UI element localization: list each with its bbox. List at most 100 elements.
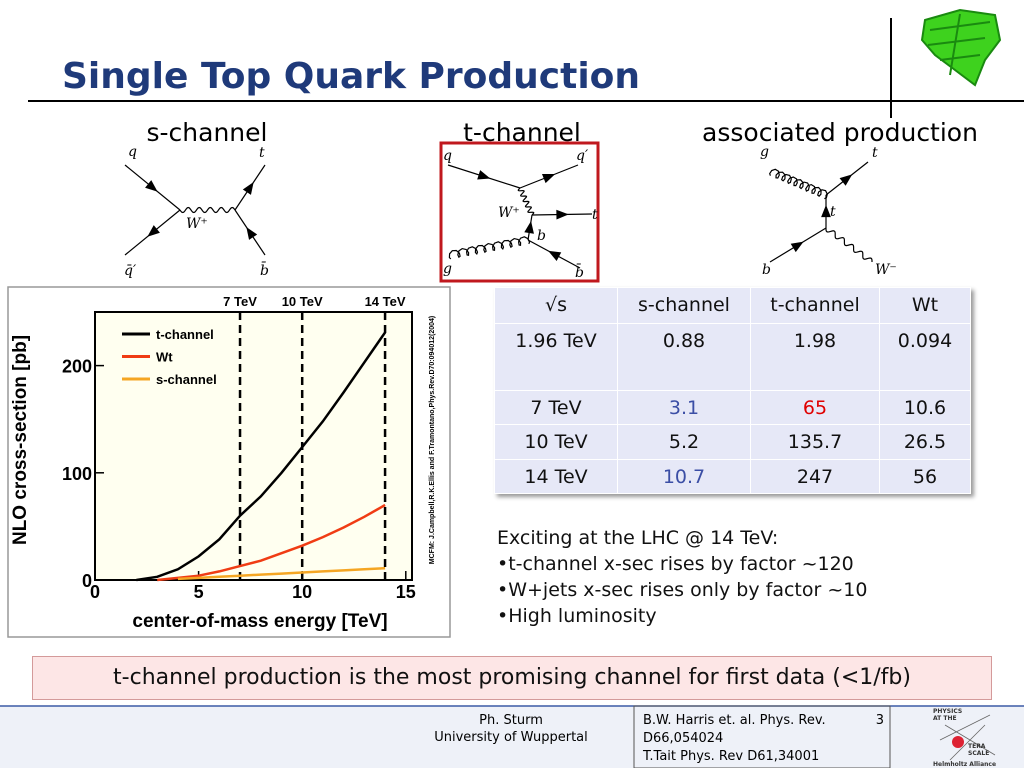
table-cell: 56 <box>879 459 971 494</box>
x-tick-label: 15 <box>396 582 416 602</box>
notes-intro: Exciting at the LHC @ 14 TeV: <box>497 527 779 549</box>
reference-label: 7 TeV <box>223 294 257 309</box>
table-header-row: √s s-channel t-channel Wt <box>494 287 971 324</box>
particle-label: t <box>830 204 836 220</box>
particle-label: t <box>872 145 878 161</box>
y-axis-label: NLO cross-section [pb] <box>10 335 31 545</box>
boson-line <box>179 206 236 214</box>
table-row: 7 TeV 3.1 65 10.6 <box>494 390 971 425</box>
particle-label: b̄ <box>575 263 584 281</box>
reference-label: 10 TeV <box>282 294 323 309</box>
logo-text: Helmholtz Alliance <box>933 761 996 768</box>
logo-text: SCALE <box>968 750 989 757</box>
legend-label: t-channel <box>156 327 214 342</box>
particle-label: b <box>537 228 546 244</box>
particle-label: g <box>443 261 452 277</box>
arrow <box>524 220 534 234</box>
particle-label: t <box>592 207 598 223</box>
table-header-cell: Wt <box>879 287 971 324</box>
particle-label: q <box>128 144 137 160</box>
y-tick-label: 100 <box>62 464 92 484</box>
particle-label: W⁺ <box>498 205 520 221</box>
gluon-line <box>769 168 828 200</box>
table-cell: 1.98 <box>750 323 880 391</box>
table-cell: 0.88 <box>617 323 751 391</box>
diagram-title: associated production <box>702 118 978 147</box>
diagram-title: s-channel <box>147 118 268 147</box>
highlight-box <box>439 141 600 283</box>
bullet-item: •t-channel x-sec rises by factor ~120 <box>497 551 867 577</box>
table-cell: 14 TeV <box>494 459 618 494</box>
table-row: 1.96 TeV 0.88 1.98 0.094 <box>494 323 971 391</box>
particle-label: W⁻ <box>875 262 897 278</box>
reference: T.Tait Phys. Rev D61,34001 <box>642 749 819 764</box>
arrow <box>147 225 160 237</box>
arrow <box>548 250 562 261</box>
legend-label: s-channel <box>156 372 217 387</box>
table-row: 14 TeV 10.7 247 56 <box>494 459 971 494</box>
series-line <box>136 331 387 582</box>
boson-line <box>825 228 873 262</box>
reference-box <box>633 705 891 768</box>
y-tick-label: 200 <box>62 357 92 377</box>
bullet-text: t-channel x-sec rises by factor ~120 <box>508 553 854 575</box>
table-cell: 3.1 <box>617 390 751 425</box>
particle-label: q̄′ <box>124 263 137 279</box>
reference-label: 14 TeV <box>365 294 406 309</box>
bullet-text: High luminosity <box>508 605 657 627</box>
table-cell: 247 <box>750 459 880 494</box>
bullet-text: W+jets x-sec rises only by factor ~10 <box>508 579 868 601</box>
table-cell: 10 TeV <box>494 424 618 460</box>
table-cell: 7 TeV <box>494 390 618 425</box>
table-header-cell: t-channel <box>750 287 880 324</box>
arrow <box>790 241 804 253</box>
table-cell: 1.96 TeV <box>494 323 618 391</box>
arrow <box>821 204 831 218</box>
footer-institute: University of Wuppertal <box>434 730 588 745</box>
conclusion: t-channel production is the most promisi… <box>32 656 992 700</box>
table-cell: 5.2 <box>617 424 751 460</box>
particle-label: t <box>259 145 265 161</box>
series-line <box>177 566 386 581</box>
table-cell: 65 <box>750 390 880 425</box>
reference: B.W. Harris et. al. Phys. Rev. <box>643 713 826 728</box>
chart: 0 5 10 15 0 100 200 7 TeV 10 TeV 14 TeV t-channel W… <box>10 294 436 632</box>
table-cell: 135.7 <box>750 424 880 460</box>
table-cell: 0.094 <box>879 323 971 391</box>
feynman-diagrams <box>124 161 873 269</box>
footer-band <box>0 706 1024 768</box>
series-line <box>157 503 386 582</box>
arrow <box>242 181 254 195</box>
y-tick-label: 0 <box>82 571 92 591</box>
footer-author: Ph. Sturm <box>479 713 543 728</box>
bullet: • <box>497 605 509 627</box>
table-header-cell: s-channel <box>617 287 751 324</box>
gluon-line <box>448 236 531 260</box>
particle-label: q′ <box>576 148 589 164</box>
notes: Exciting at the LHC @ 14 TeV: •t-channel … <box>497 525 867 629</box>
particle-label: q <box>443 148 452 164</box>
particle-label: b <box>762 262 771 278</box>
x-axis-label: center-of-mass energy [TeV] <box>132 611 387 632</box>
arrow <box>145 180 158 192</box>
table-cell: 26.5 <box>879 424 971 460</box>
x-tick-label: 0 <box>90 582 100 602</box>
slide-title: Single Top Quark Production <box>62 56 640 97</box>
particle-label: g <box>760 144 769 160</box>
table-cell: 10.6 <box>879 390 971 425</box>
bullet-item: •High luminosity <box>497 603 867 629</box>
page-number: 3 <box>876 713 884 728</box>
boson-line <box>517 187 535 216</box>
arrow <box>477 170 491 180</box>
reference: D66,054024 <box>643 731 723 746</box>
x-tick-label: 10 <box>292 582 312 602</box>
legend-label: Wt <box>156 350 173 365</box>
logo-text: PHYSICS <box>933 708 962 715</box>
arrow <box>541 174 556 184</box>
logo-text: AT THE <box>933 715 957 722</box>
bullet: • <box>497 553 509 575</box>
table-header-cell: √s <box>494 287 618 324</box>
cross-section-table: √s s-channel t-channel Wt 1.96 TeV 0.88 1.98 0.… <box>494 287 971 494</box>
